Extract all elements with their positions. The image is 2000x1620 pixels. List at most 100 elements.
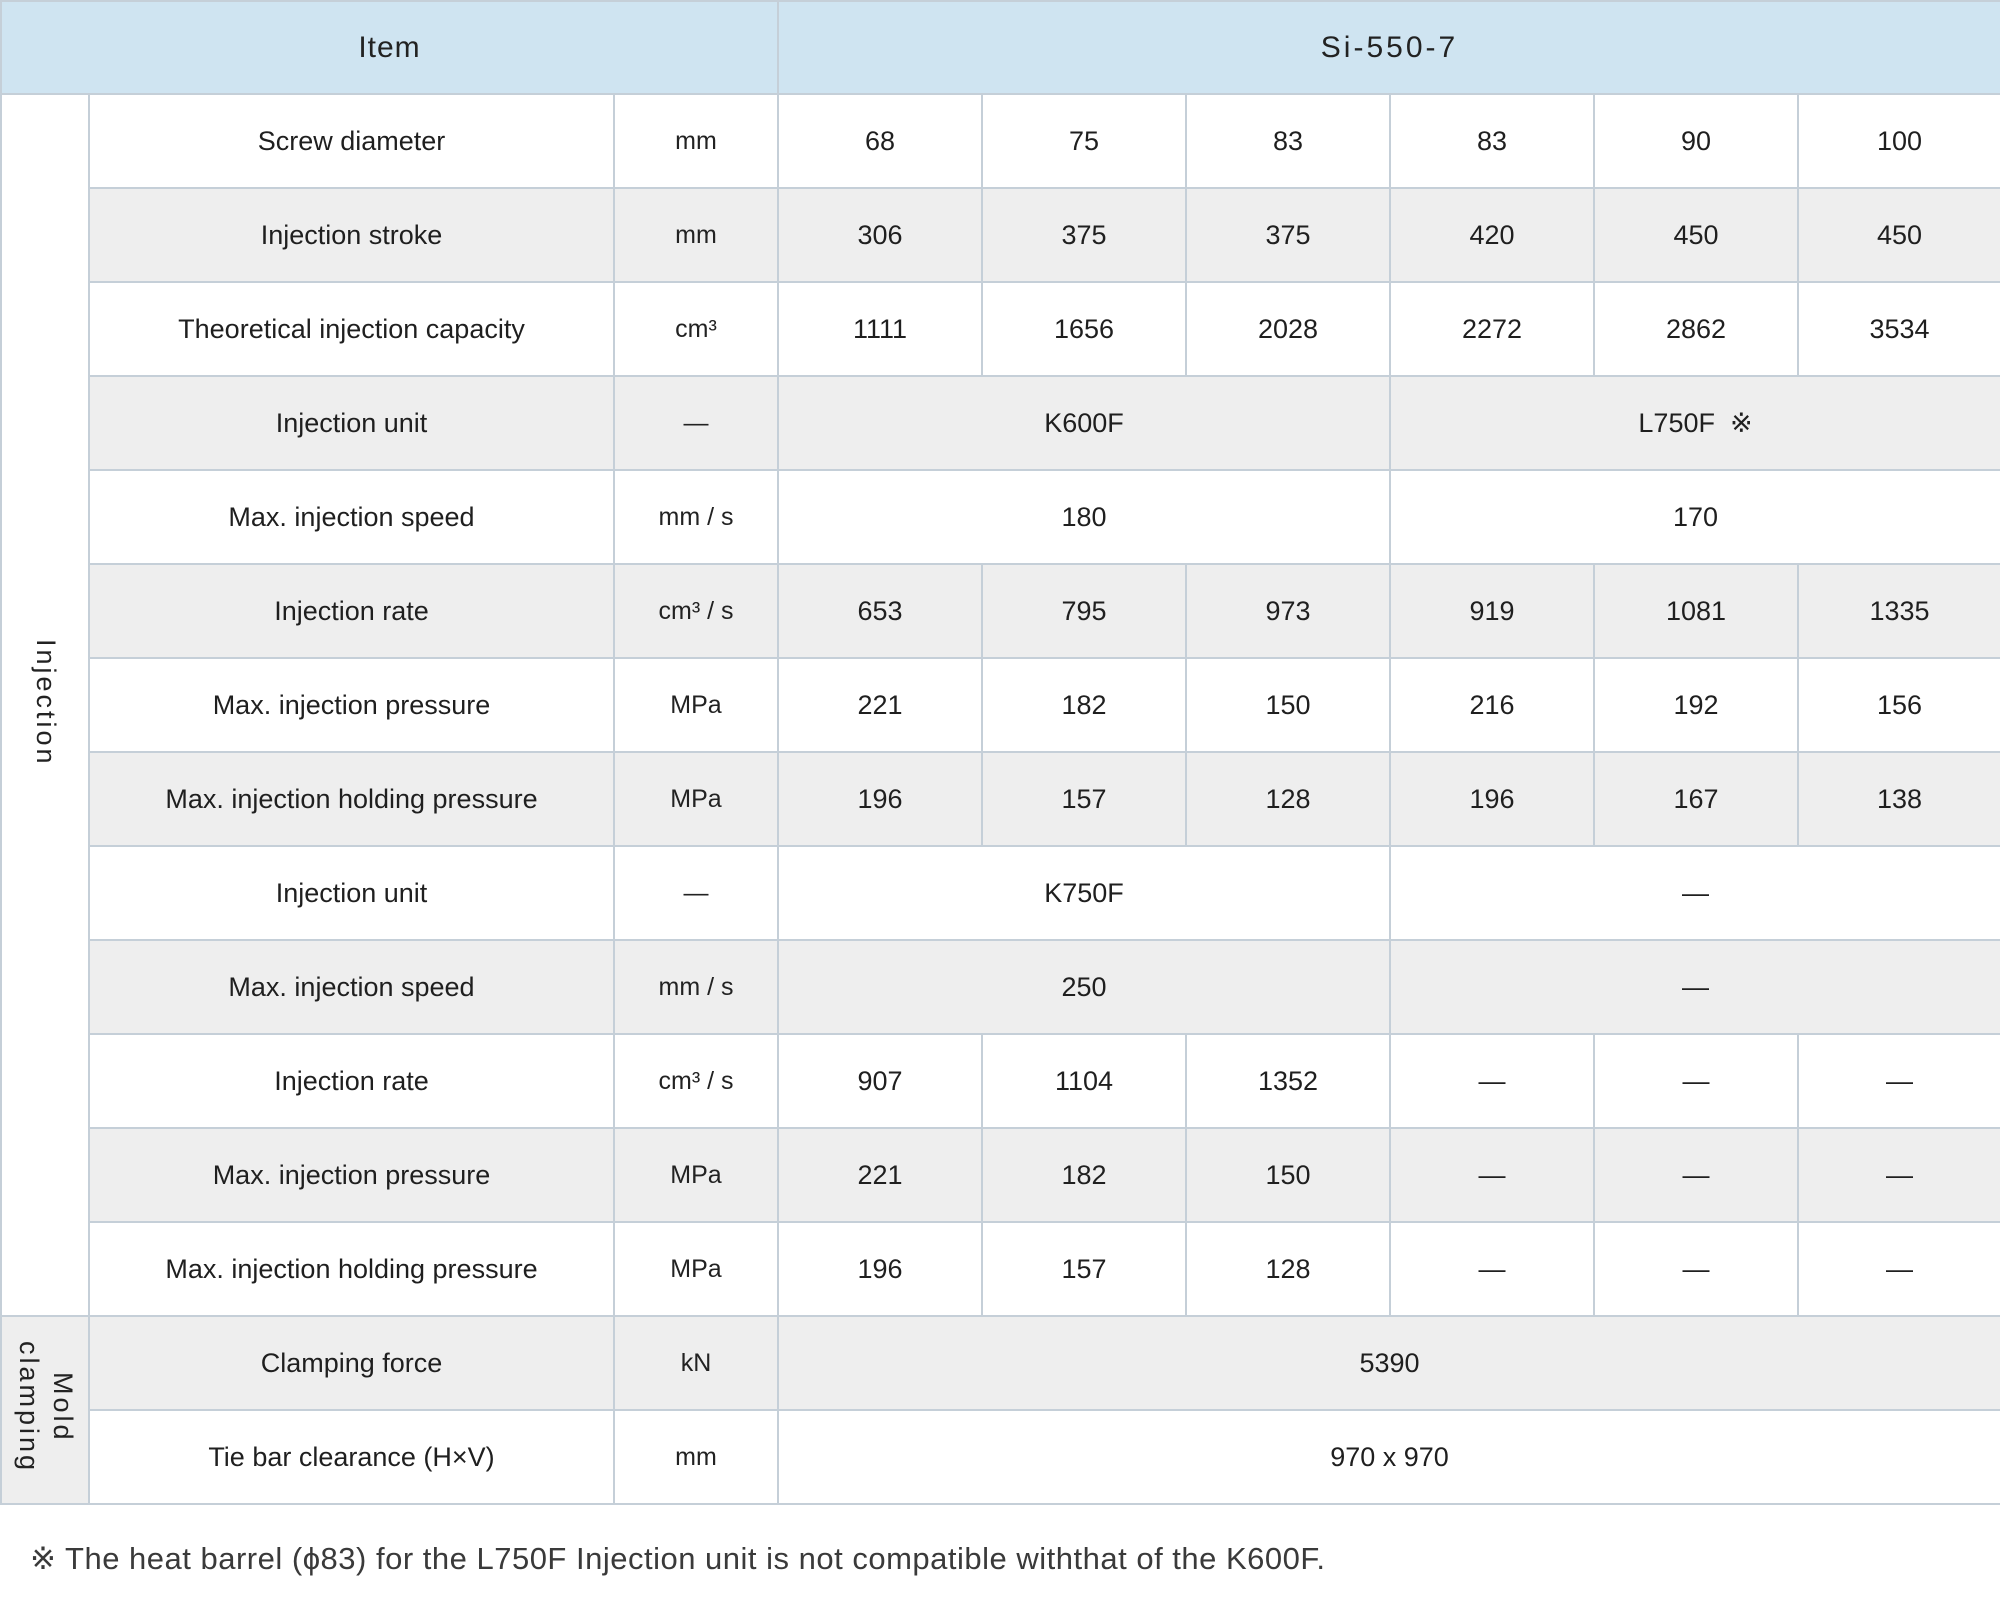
- unit-cell: MPa: [613, 657, 779, 753]
- spec-table: Item Si-550-7 Injection Screw diameter mm 6…: [0, 0, 2000, 1505]
- footnote: ※ The heat barrel (ϕ83) for the L750F In…: [30, 1541, 1326, 1576]
- spec-value-cell: 1081: [1593, 563, 1799, 659]
- unit-cell: mm: [613, 187, 779, 283]
- row-label: Theoretical injection capacity: [88, 281, 615, 377]
- unit-cell: mm / s: [613, 469, 779, 565]
- section-label: Injection: [30, 638, 61, 767]
- row-label: Injection rate: [88, 1033, 615, 1129]
- spec-value-cell: 68: [777, 93, 983, 189]
- spec-value-cell: 306: [777, 187, 983, 283]
- table-row: Max. injection pressure MPa 221 182 150— — —: [1, 1127, 2000, 1223]
- spec-value-cell: 2028: [1185, 281, 1391, 377]
- table-row: Theoretical injection capacity cm³ 1111 165…: [1, 281, 2000, 377]
- spec-value-cell: K600F: [777, 375, 1391, 471]
- spec-value-cell: 795: [981, 563, 1187, 659]
- spec-value-cell: 196: [1389, 751, 1595, 847]
- spec-value-cell: 2272: [1389, 281, 1595, 377]
- spec-value-cell: 3534: [1797, 281, 2000, 377]
- table-row: Mold clamping Clamping force kN 5390: [0, 1315, 2000, 1505]
- header-item-cell: Item: [0, 0, 779, 95]
- row-label: Injection unit: [88, 375, 615, 471]
- spec-value-cell: 250: [777, 939, 1391, 1035]
- table-row: Max. injection holding pressure MPa 196 157…: [1, 1221, 2000, 1317]
- spec-value-cell: 157: [981, 1221, 1187, 1317]
- spec-value-cell: 375: [981, 187, 1187, 283]
- spec-value-cell: 150: [1185, 1127, 1391, 1223]
- row-label: Clamping force: [88, 1315, 615, 1411]
- spec-value-cell: 221: [777, 657, 983, 753]
- unit-cell: kN: [613, 1315, 779, 1411]
- spec-value-cell: 221: [777, 1127, 983, 1223]
- spec-value-cell: 1104: [981, 1033, 1187, 1129]
- table-row: Injection Screw diameter mm 68 75 83 83 90 100: [0, 93, 2000, 1317]
- spec-value-cell: K750F: [777, 845, 1391, 941]
- spec-value-cell: 5390: [777, 1315, 2000, 1411]
- spec-value-cell: 182: [981, 1127, 1187, 1223]
- table-row: Injection unit — K600F L750F ※: [1, 375, 2000, 471]
- spec-value-cell: 1335: [1797, 563, 2000, 659]
- spec-value-cell: 375: [1185, 187, 1391, 283]
- spec-value-cell: —: [1797, 1221, 2000, 1317]
- row-label: Max. injection pressure: [88, 657, 615, 753]
- unit-cell: cm³ / s: [613, 1033, 779, 1129]
- row-label: Screw diameter: [88, 93, 615, 189]
- spec-value-cell: 180: [777, 469, 1391, 565]
- table-row: Injection stroke mm 306 375 375 420 450 450: [1, 187, 2000, 283]
- spec-value-cell: —: [1389, 845, 2000, 941]
- unit-cell: mm: [613, 93, 779, 189]
- spec-value-cell: 973: [1185, 563, 1391, 659]
- spec-value-cell: 90: [1593, 93, 1799, 189]
- spec-value-cell: —: [1593, 1127, 1799, 1223]
- table-row: Max. injection speed mm / s 180 170: [1, 469, 2000, 565]
- spec-value-cell: 970 x 970: [777, 1409, 2000, 1505]
- row-label: Max. injection speed: [88, 939, 615, 1035]
- spec-value-cell: 653: [777, 563, 983, 659]
- spec-value-cell: 450: [1593, 187, 1799, 283]
- spec-value-cell: L750F ※: [1389, 375, 2000, 471]
- spec-value-cell: 420: [1389, 187, 1595, 283]
- table-row: Max. injection pressure MPa 221 182 150 216 19…: [1, 657, 2000, 753]
- spec-value-cell: 170: [1389, 469, 2000, 565]
- spec-value-cell: 192: [1593, 657, 1799, 753]
- unit-cell: MPa: [613, 751, 779, 847]
- spec-value-cell: —: [1593, 1221, 1799, 1317]
- spec-value-cell: —: [1593, 1033, 1799, 1129]
- row-label: Injection rate: [88, 563, 615, 659]
- row-label: Tie bar clearance (H×V): [88, 1409, 615, 1505]
- table-row: Injection unit — K750F —: [1, 845, 2000, 941]
- table-row: Max. injection holding pressure MPa 196 157…: [1, 751, 2000, 847]
- spec-table-body: Injection Screw diameter mm 68 75 83 83 90 100 In…: [0, 93, 2000, 1505]
- spec-value-cell: 919: [1389, 563, 1595, 659]
- spec-value-cell: 1352: [1185, 1033, 1391, 1129]
- spec-value-cell: 83: [1389, 93, 1595, 189]
- spec-value-cell: 156: [1797, 657, 2000, 753]
- spec-value-cell: 138: [1797, 751, 2000, 847]
- unit-cell: —: [613, 845, 779, 941]
- spec-value-cell: —: [1389, 1033, 1595, 1129]
- table-row: Injection rate cm³ / s 653 795 973 919 1081 133…: [1, 563, 2000, 659]
- unit-cell: MPa: [613, 1221, 779, 1317]
- unit-cell: MPa: [613, 1127, 779, 1223]
- unit-cell: cm³ / s: [613, 563, 779, 659]
- spec-value-cell: 196: [777, 1221, 983, 1317]
- spec-value-cell: 167: [1593, 751, 1799, 847]
- unit-cell: —: [613, 375, 779, 471]
- section-cell: Mold clamping: [0, 1315, 90, 1505]
- spec-value-cell: 1656: [981, 281, 1187, 377]
- row-label: Max. injection speed: [88, 469, 615, 565]
- unit-cell: cm³: [613, 281, 779, 377]
- row-label: Max. injection holding pressure: [88, 751, 615, 847]
- section-cell: Injection: [0, 93, 90, 1317]
- unit-cell: mm / s: [613, 939, 779, 1035]
- header-row: Item Si-550-7: [0, 0, 2000, 95]
- spec-value-cell: —: [1389, 939, 2000, 1035]
- table-row: Injection rate cm³ / s 907 1104 1352— — —: [1, 1033, 2000, 1129]
- spec-value-cell: 75: [981, 93, 1187, 189]
- spec-value-cell: 100: [1797, 93, 2000, 189]
- spec-value-cell: —: [1389, 1127, 1595, 1223]
- spec-value-cell: 150: [1185, 657, 1391, 753]
- spec-value-cell: 83: [1185, 93, 1391, 189]
- header-model-cell: Si-550-7: [777, 0, 2000, 95]
- spec-value-cell: 216: [1389, 657, 1595, 753]
- spec-value-cell: 2862: [1593, 281, 1799, 377]
